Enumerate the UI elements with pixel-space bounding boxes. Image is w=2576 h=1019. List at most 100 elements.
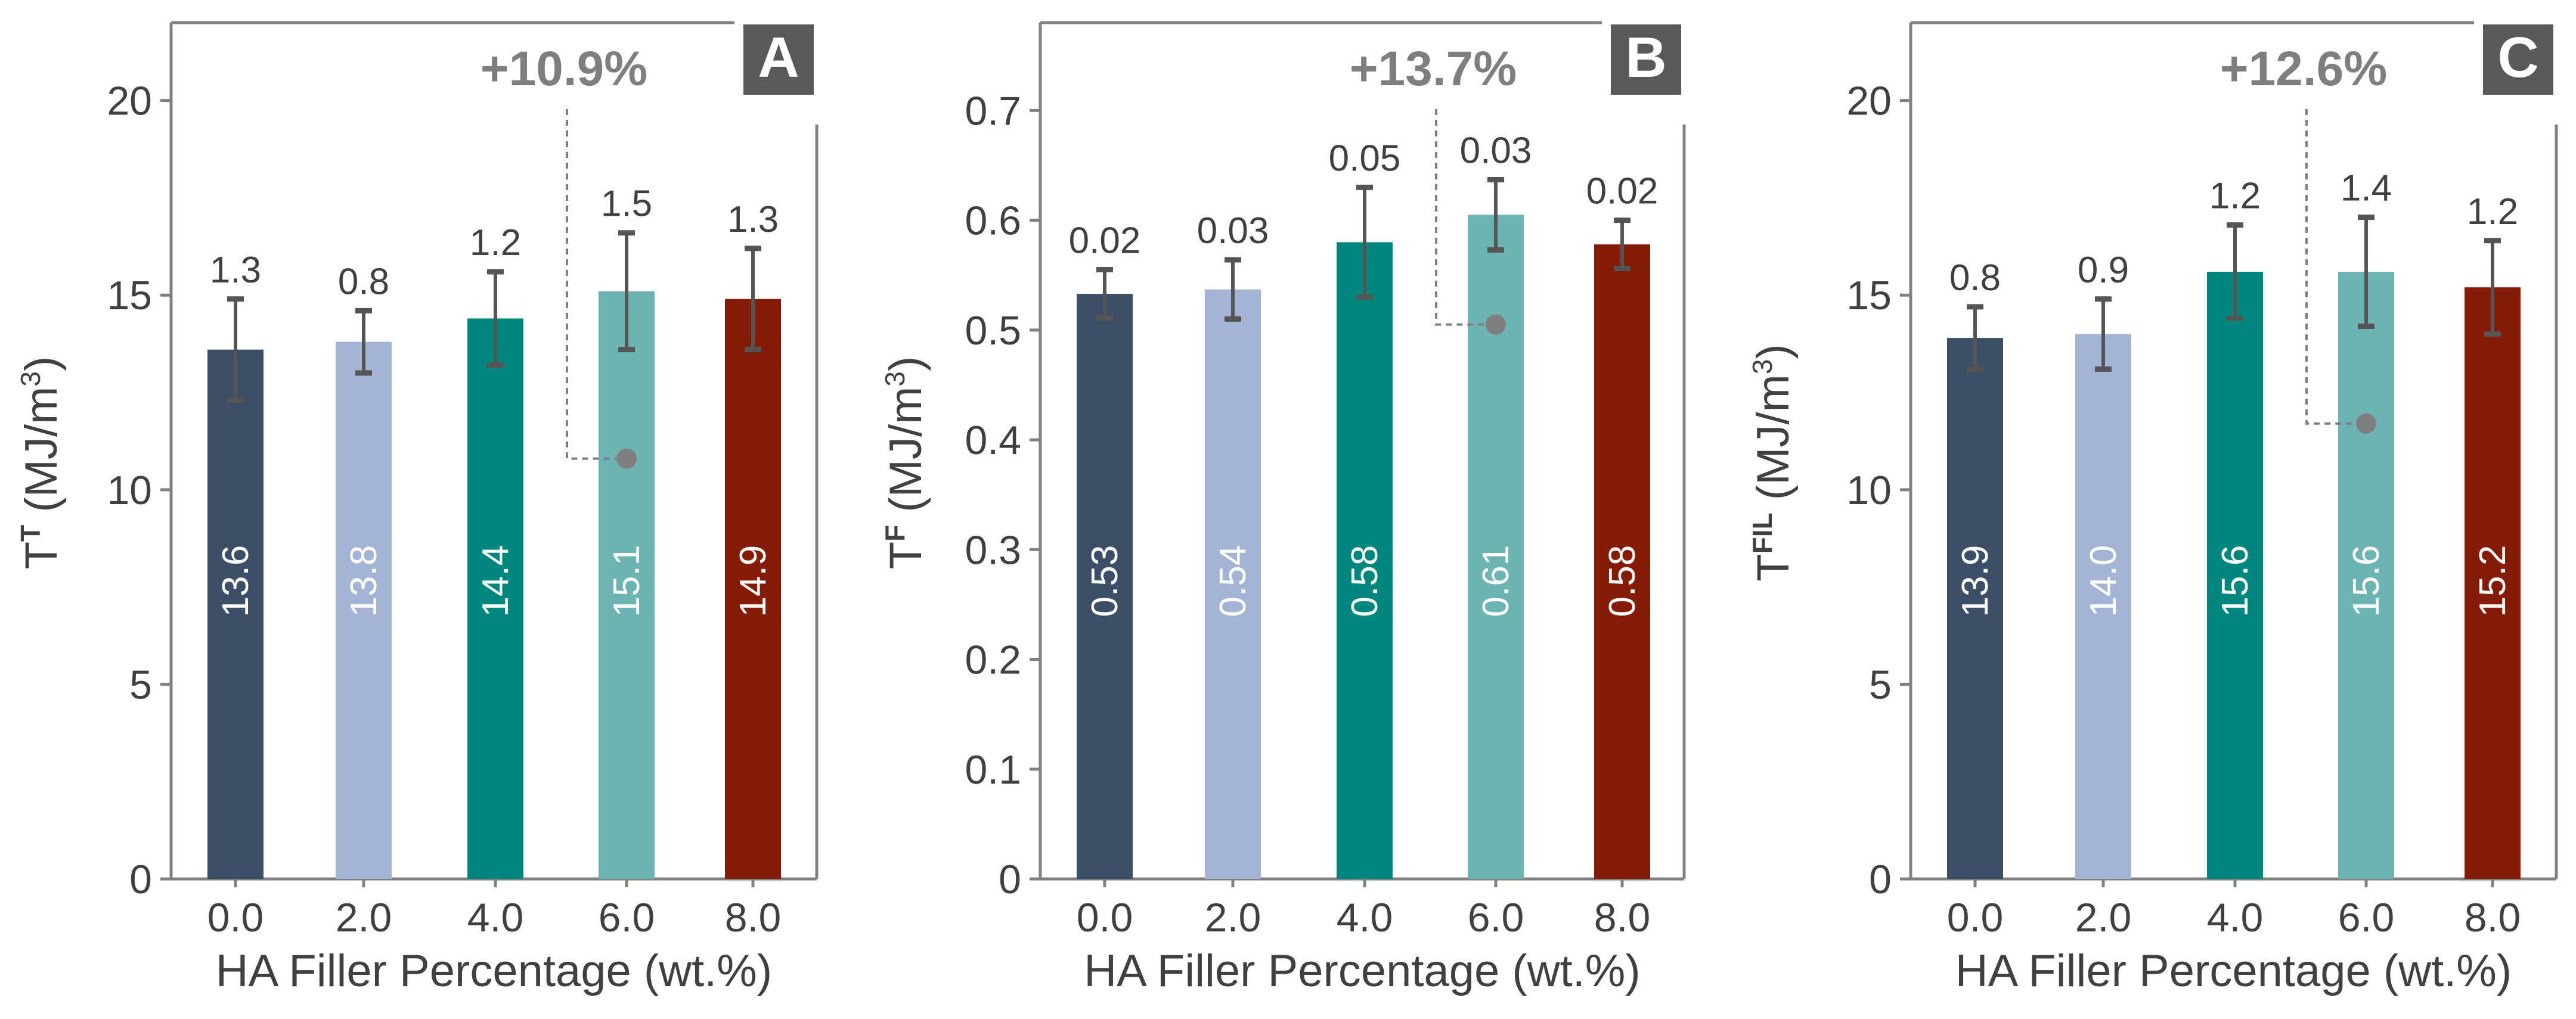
error-label: 0.8 [1949, 257, 2001, 299]
y-tick-label: 20 [1846, 79, 1892, 124]
x-tick-label: 8.0 [1594, 895, 1651, 940]
x-tick-label: 4.0 [1337, 895, 1393, 940]
panel-b: 0 0.1 0.2 0.3 0.4 0.5 0.6 0.7 TF (MJ/m3) 0.02 0.53… [879, 21, 1686, 996]
x-tick-label: 0.0 [1947, 895, 2004, 940]
annotation-leader [566, 109, 627, 460]
bar-value-label: 13.8 [343, 545, 385, 617]
x-tick-label: 2.0 [2075, 895, 2132, 940]
error-label: 1.5 [601, 184, 652, 225]
y-tick-label: 5 [129, 662, 152, 707]
bar-value-label: 13.6 [215, 545, 256, 617]
x-axis-title: HA Filler Percentage (wt.%) [1955, 946, 2512, 996]
improvement-label: +10.9% [481, 42, 647, 96]
error-label: 1.2 [2209, 176, 2261, 217]
bar-value-label: 14.0 [2083, 545, 2124, 617]
improvement-label: +12.6% [2220, 42, 2387, 96]
x-tick-label: 0.0 [207, 895, 264, 940]
y-tick-label: 10 [1846, 468, 1892, 513]
annotation-leader [2305, 109, 2366, 425]
y-tick-label: 20 [107, 79, 152, 124]
bar-0.0 [1077, 294, 1133, 879]
bar-8.0 [725, 299, 781, 879]
x-tick-label: 8.0 [2465, 895, 2521, 940]
y-tick-label: 0.2 [965, 638, 1021, 683]
bar-value-label: 15.6 [2215, 545, 2256, 617]
error-label: 1.2 [470, 222, 521, 263]
y-tick-label: 0.1 [965, 747, 1021, 793]
y-tick-label: 5 [1869, 662, 1892, 707]
x-tick-label: 8.0 [725, 895, 782, 940]
bar-6.0 [2338, 272, 2394, 879]
x-tick-label: 4.0 [2207, 895, 2264, 940]
panel-label: A [758, 26, 799, 89]
y-tick-label: 0.3 [965, 527, 1021, 573]
y-axis-title: TFIL (MJ/m3) [1747, 344, 1799, 581]
bar-value-label: 0.58 [1602, 545, 1643, 617]
bar-value-label: 13.9 [1955, 545, 1996, 617]
bar-8.0 [1594, 244, 1650, 880]
panel-label-box [743, 24, 814, 95]
error-label: 0.03 [1460, 130, 1532, 171]
baseline-marker [1486, 314, 1506, 335]
bar-value-label: 0.53 [1084, 545, 1126, 617]
error-label: 0.05 [1329, 138, 1401, 179]
panel-a: 0 5 10 15 20 TT (MJ/m3) 1.3 13.6 0.0 0.8 13.8 2.0 1.… [15, 21, 819, 996]
y-tick-label: 0.7 [965, 88, 1021, 133]
bar-value-label: 14.9 [733, 545, 774, 617]
panel-label: B [1625, 26, 1666, 89]
baseline-marker [616, 448, 637, 469]
bar-value-label: 15.6 [2346, 545, 2387, 617]
error-label: 0.03 [1197, 210, 1269, 251]
x-axis-title: HA Filler Percentage (wt.%) [216, 946, 772, 996]
error-label: 0.02 [1069, 220, 1141, 262]
y-tick-label: 10 [107, 468, 152, 513]
bar-0.0 [207, 349, 264, 879]
x-axis-title: HA Filler Percentage (wt.%) [1084, 946, 1640, 996]
y-tick-label: 15 [1846, 273, 1892, 318]
panel-label-box [1611, 24, 1681, 95]
bar-2.0 [336, 341, 392, 879]
bar-4.0 [2207, 272, 2263, 879]
panel-label: C [2497, 26, 2538, 89]
x-tick-label: 6.0 [1468, 895, 1524, 940]
bar-value-label: 15.2 [2472, 545, 2513, 617]
bar-value-label: 0.61 [1475, 545, 1517, 617]
x-tick-label: 2.0 [336, 895, 392, 940]
y-tick-label: 0 [999, 857, 1021, 902]
bar-value-label: 0.54 [1213, 545, 1254, 617]
error-label: 1.3 [727, 199, 779, 240]
error-label: 1.4 [2341, 168, 2392, 209]
error-label: 0.9 [2078, 250, 2129, 291]
bar-2.0 [2075, 334, 2131, 879]
bar-4.0 [467, 318, 523, 879]
y-tick-label: 0.5 [965, 308, 1021, 353]
y-axis-title: TF (MJ/m3) [879, 356, 931, 570]
annotation-leader [1435, 109, 1496, 326]
baseline-marker [2356, 413, 2376, 434]
error-label: 1.2 [2467, 191, 2518, 232]
x-tick-label: 0.0 [1077, 895, 1133, 940]
y-axis-title: TT (MJ/m3) [15, 356, 67, 570]
x-tick-label: 6.0 [2338, 895, 2395, 940]
y-tick-label: 0.6 [965, 198, 1021, 244]
error-label: 0.02 [1586, 171, 1659, 212]
bar-value-label: 15.1 [606, 545, 647, 617]
y-tick-label: 0 [129, 857, 152, 902]
improvement-label: +13.7% [1350, 42, 1517, 96]
y-tick-label: 0 [1869, 857, 1892, 902]
x-tick-label: 2.0 [1205, 895, 1261, 940]
panel-label-box [2483, 24, 2553, 95]
x-tick-label: 6.0 [599, 895, 655, 940]
error-label: 0.8 [338, 261, 389, 302]
bar-value-label: 0.58 [1344, 545, 1385, 617]
y-tick-label: 0.4 [965, 418, 1021, 463]
panel-c: 0 5 10 15 20 TFIL (MJ/m3) 0.8 13.9 0.0 0.9 14.0 2.0… [1747, 21, 2558, 996]
x-tick-label: 4.0 [467, 895, 524, 940]
y-tick-label: 15 [107, 273, 152, 318]
bar-value-label: 14.4 [475, 545, 516, 617]
bar-8.0 [2465, 287, 2521, 879]
bar-0.0 [1947, 338, 2003, 879]
bar-6.0 [599, 291, 655, 880]
error-label: 1.3 [210, 250, 261, 291]
